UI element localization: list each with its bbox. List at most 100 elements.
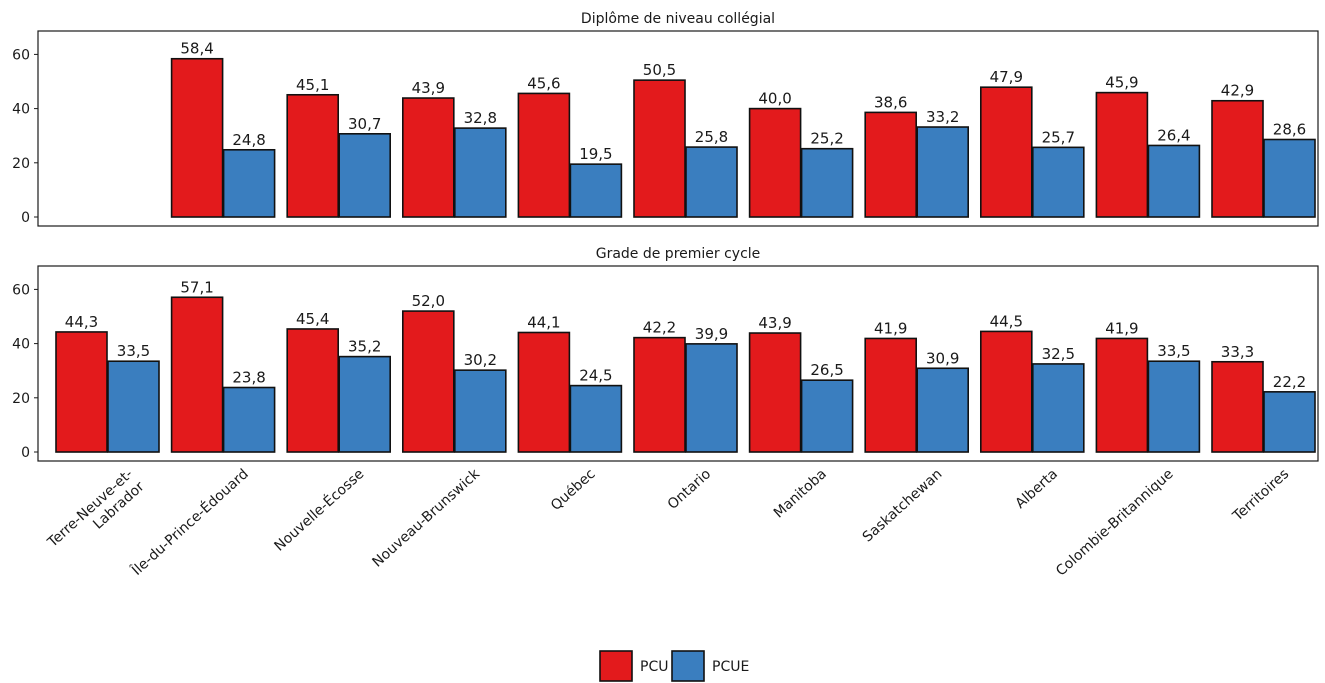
y-tick-label: 60	[12, 282, 30, 298]
bar-pcu-manitoba	[748, 107, 802, 218]
data-label-pcu-manitoba: 43,9	[758, 314, 791, 332]
data-label-pcu-colombie-britannique: 41,9	[1105, 319, 1138, 337]
data-label-pcue-nouvelle-ecosse: 30,7	[348, 115, 381, 133]
bar-pcue-saskatchewan	[916, 367, 970, 453]
data-label-pcue-nouveau-brunswick: 30,2	[464, 351, 497, 369]
bar-pcue-alberta	[1032, 363, 1085, 453]
bar-pcu-saskatchewan	[864, 111, 918, 218]
plot-frame	[37, 265, 1319, 462]
legend-label-pcue: PCUE	[712, 659, 749, 675]
data-label-pcu-nouvelle-ecosse: 45,4	[296, 310, 329, 328]
x-tick-label-ile-du-prince-edouard: Île-du-Prince-Édouard	[127, 465, 252, 580]
data-label-pcu-nouvelle-ecosse: 45,1	[296, 76, 329, 94]
data-label-pcue-saskatchewan: 33,2	[926, 108, 959, 126]
bar-pcue-terre-neuve-et-labrador	[107, 360, 160, 453]
data-label-pcu-nouveau-brunswick: 52,0	[412, 292, 445, 310]
y-tick-label: 0	[21, 445, 30, 461]
data-label-pcu-alberta: 44,5	[990, 312, 1023, 330]
bar-pcue-quebec	[569, 163, 623, 218]
bar-pcu-terre-neuve-et-labrador	[55, 331, 108, 453]
bar-pcue-saskatchewan	[916, 126, 970, 218]
data-label-pcue-colombie-britannique: 26,4	[1157, 126, 1190, 144]
data-label-pcue-alberta: 32,5	[1042, 345, 1075, 363]
data-label-pcu-quebec: 44,1	[527, 313, 560, 331]
data-label-pcue-manitoba: 26,5	[810, 361, 843, 379]
bar-pcu-colombie-britannique	[1095, 91, 1149, 218]
x-tick-label-terre-neuve-et-labrador: Terre-Neuve-et-Labrador	[44, 466, 148, 564]
x-tick-label-manitoba: Manitoba	[771, 466, 830, 521]
data-label-pcue-manitoba: 25,2	[810, 130, 843, 148]
data-label-pcu-ile-du-prince-edouard: 57,1	[180, 278, 213, 296]
data-label-pcue-saskatchewan: 30,9	[926, 349, 959, 367]
y-tick-label: 40	[12, 102, 30, 118]
panel-1: Diplôme de niveau collégial 0 20 40 60 58,4 24…	[12, 11, 1319, 227]
bar-pcue-ile-du-prince-edouard	[222, 148, 276, 218]
data-label-pcue-colombie-britannique: 33,5	[1157, 342, 1190, 360]
y-tick-label: 20	[12, 156, 30, 172]
y-tick-label: 20	[12, 391, 30, 407]
bar-pcu-saskatchewan	[864, 337, 918, 453]
x-tick-label-colombie-britannique: Colombie-Britannique	[1053, 466, 1176, 579]
y-tick-label: 40	[12, 337, 30, 353]
data-label-pcue-ontario: 39,9	[695, 325, 728, 343]
panel-title: Diplôme de niveau collégial	[581, 11, 775, 27]
data-label-pcue-ontario: 25,8	[695, 128, 728, 146]
data-label-pcu-ontario: 50,5	[643, 61, 676, 79]
x-tick-label-nouveau-brunswick: Nouveau-Brunswick	[369, 465, 483, 570]
data-label-pcu-ontario: 42,2	[643, 319, 676, 337]
data-label-pcue-nouvelle-ecosse: 35,2	[348, 338, 381, 356]
bar-pcue-manitoba	[800, 147, 854, 218]
bar-pcue-ile-du-prince-edouard	[222, 386, 276, 453]
bar-pcu-ile-du-prince-edouard	[170, 296, 224, 453]
data-label-pcu-quebec: 45,6	[527, 74, 560, 92]
panel-2: Grade de premier cycle 0 20 40 60 44,3 33,5 57,…	[12, 246, 1319, 462]
data-label-pcu-saskatchewan: 38,6	[874, 93, 907, 111]
data-label-pcue-alberta: 25,7	[1042, 128, 1075, 146]
bar-pcu-nouvelle-ecosse	[286, 93, 340, 218]
bar-pcue-colombie-britannique	[1147, 360, 1201, 453]
bar-pcu-alberta	[979, 86, 1033, 218]
bar-pcu-nouvelle-ecosse	[286, 328, 340, 453]
x-tick-label-nouvelle-ecosse: Nouvelle-Écosse	[271, 465, 368, 554]
data-label-pcu-terre-neuve-et-labrador: 44,3	[65, 313, 98, 331]
bar-pcue-territoires	[1263, 138, 1316, 218]
bar-pcu-quebec	[517, 92, 571, 218]
bar-pcue-nouvelle-ecosse	[338, 133, 392, 218]
data-label-pcu-ile-du-prince-edouard: 58,4	[180, 40, 213, 58]
data-label-pcu-colombie-britannique: 45,9	[1105, 74, 1138, 92]
x-tick-label-alberta: Alberta	[1013, 466, 1061, 512]
x-tick-label-territoires: Territoires	[1229, 466, 1292, 525]
data-label-pcu-alberta: 47,9	[990, 68, 1023, 86]
y-tick-label: 60	[12, 47, 30, 63]
bar-pcu-ile-du-prince-edouard	[170, 57, 224, 218]
x-tick-label-quebec: Québec	[548, 466, 599, 514]
bar-pcue-manitoba	[800, 379, 854, 453]
bar-pcu-quebec	[517, 331, 571, 453]
bar-pcue-colombie-britannique	[1147, 144, 1201, 218]
bar-pcu-territoires	[1211, 99, 1264, 218]
bar-pcue-nouveau-brunswick	[453, 369, 507, 453]
bar-pcu-ontario	[633, 336, 686, 453]
bar-pcu-alberta	[979, 330, 1033, 453]
data-label-pcue-quebec: 24,5	[579, 367, 612, 385]
data-label-pcue-nouveau-brunswick: 32,8	[464, 109, 497, 127]
bar-pcu-colombie-britannique	[1095, 337, 1149, 453]
x-tick-label-saskatchewan: Saskatchewan	[860, 466, 946, 545]
data-label-pcu-territoires: 33,3	[1221, 343, 1254, 361]
y-tick-label: 0	[21, 210, 30, 226]
bar-pcue-nouvelle-ecosse	[338, 355, 392, 453]
bar-pcue-quebec	[569, 384, 623, 453]
legend-label-pcu: PCU	[640, 659, 668, 675]
data-label-pcu-manitoba: 40,0	[758, 90, 791, 108]
data-label-pcue-territoires: 28,6	[1273, 120, 1306, 138]
legend-swatch-pcu	[599, 650, 633, 682]
bar-pcue-nouveau-brunswick	[453, 127, 507, 218]
bar-pcue-ontario	[685, 146, 738, 218]
plot-frame	[37, 30, 1319, 227]
bar-pcu-nouveau-brunswick	[401, 310, 455, 453]
bar-pcu-manitoba	[748, 332, 802, 453]
panel-title: Grade de premier cycle	[596, 246, 761, 262]
bar-pcue-ontario	[685, 343, 738, 453]
bar-pcue-territoires	[1263, 391, 1316, 453]
